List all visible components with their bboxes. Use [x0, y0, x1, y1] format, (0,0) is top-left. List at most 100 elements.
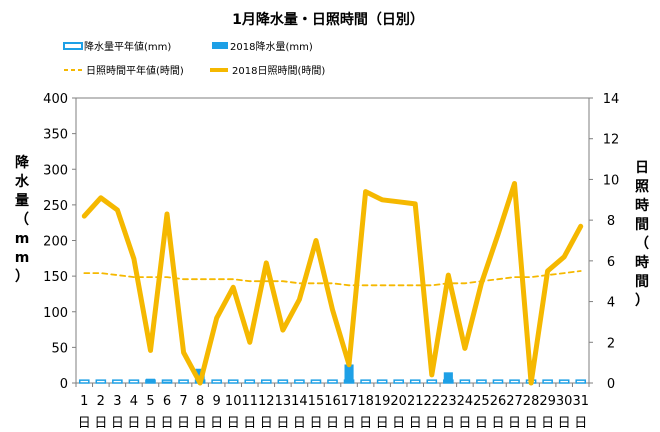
bar-rain-normal [244, 379, 256, 384]
y-right-tick-label: 14 [603, 92, 620, 107]
x-tick-label: 22 [424, 394, 441, 409]
y-left-tick-label: 50 [51, 341, 68, 356]
x-tick-label: 13 [275, 394, 292, 409]
legend-item-sun-2018: 2018日照時間(時間) [210, 65, 325, 77]
y-axis-right-title-char: 日 [635, 160, 649, 176]
y-axis-right-title-char: 時 [635, 254, 649, 271]
y-left-tick-label: 150 [43, 270, 68, 285]
y-right-tick-label: 8 [607, 214, 615, 229]
x-tick-suffix: 日 [442, 416, 455, 431]
x-tick-suffix: 日 [409, 416, 422, 431]
bar-rain-normal [376, 379, 388, 384]
x-tick-label: 26 [490, 394, 507, 409]
bar-rain-normal [575, 379, 587, 384]
bar-rain-normal [294, 379, 305, 384]
y-axis-left-title-char: 量 [15, 193, 29, 209]
x-tick-label: 1 [80, 394, 88, 409]
x-tick-suffix: 日 [144, 416, 157, 431]
bar-rain-normal [509, 379, 520, 384]
bar-rain-normal [558, 379, 570, 384]
y-left-tick-label: 200 [43, 235, 68, 250]
y-axis-left-title-char: 水 [15, 173, 30, 190]
y-right-tick-label: 2 [607, 336, 615, 351]
bar-rain-2018 [443, 372, 453, 383]
legend-label-sun-2018: 2018日照時間(時間) [232, 65, 325, 77]
x-tick-suffix: 日 [525, 416, 538, 431]
x-tick-label: 12 [258, 394, 275, 409]
x-tick-suffix: 日 [276, 416, 289, 431]
x-tick-label: 25 [473, 394, 490, 409]
x-tick-suffix: 日 [127, 416, 140, 431]
x-tick-label: 2 [97, 394, 105, 409]
x-tick-suffix: 日 [111, 416, 124, 431]
x-tick-suffix: 日 [243, 416, 256, 431]
legend-item-rain-2018: 2018降水量(mm) [212, 40, 313, 53]
x-tick-suffix: 日 [309, 416, 322, 431]
bar-rain-normal [310, 379, 322, 384]
y-left-tick-label: 350 [43, 128, 68, 143]
x-tick-label: 4 [130, 394, 138, 409]
x-tick-suffix: 日 [94, 416, 107, 431]
bar-rain-normal [112, 379, 123, 384]
x-tick-suffix: 日 [161, 416, 174, 431]
legend: 降水量平年値(mm) 2018降水量(mm) 日照時間平年値(時間) 2018日… [63, 40, 325, 77]
x-tick-suffix: 日 [227, 416, 240, 431]
x-tick-label: 31 [572, 394, 589, 409]
bar-rain-normal [426, 379, 438, 384]
y-right-tick-label: 12 [603, 133, 620, 148]
x-tick-suffix: 日 [508, 416, 521, 431]
x-tick-label: 15 [308, 394, 325, 409]
x-tick-suffix: 日 [343, 416, 356, 431]
bar-rain-normal [178, 379, 189, 384]
x-tick-label: 9 [213, 394, 221, 409]
bar-rain-normal [492, 379, 504, 384]
legend-swatch-rain-normal [63, 42, 83, 50]
x-tick-suffix: 日 [359, 416, 372, 431]
y-axis-left-title-char: m [15, 250, 30, 266]
x-tick-suffix: 日 [293, 416, 306, 431]
y-axis-right: 0 2 4 6 8 10 12 14 [589, 92, 619, 392]
x-tick-label: 14 [291, 394, 308, 409]
bar-rain-normal [393, 379, 404, 384]
bar-rain-2018 [145, 378, 156, 383]
x-tick-suffix: 日 [194, 416, 207, 431]
y-left-tick-label: 250 [43, 199, 68, 214]
bar-rain-normal [227, 379, 239, 384]
x-tick-suffix: 日 [541, 416, 554, 431]
bar-rain-normal [459, 379, 471, 384]
x-tick-label: 30 [556, 394, 573, 409]
x-tick-label: 24 [457, 394, 474, 409]
x-tick-suffix: 日 [475, 416, 488, 431]
y-axis-right-title-char: 間 [635, 217, 649, 233]
legend-label-rain-2018: 2018降水量(mm) [230, 40, 313, 53]
bar-rain-normal [211, 379, 222, 384]
y-axis-left-title-char: （ [15, 212, 29, 228]
x-tick-suffix: 日 [326, 416, 339, 431]
legend-swatch-rain-2018 [212, 42, 228, 49]
bar-rain-normal [476, 379, 487, 384]
bar-rain-normal [78, 379, 90, 384]
y-axis-right-title-char: ） [635, 293, 649, 309]
chart-title: 1月降水量・日照時間（日別） [232, 11, 424, 28]
x-tick-label: 18 [357, 394, 374, 409]
line-sun-normal [83, 270, 582, 287]
y-left-tick-label: 100 [43, 306, 68, 321]
x-tick-suffix: 日 [78, 416, 91, 431]
y-axis-left-title: 降水量 （ mm ） [15, 154, 30, 285]
bar-rain-normal [327, 379, 338, 384]
x-tick-label: 21 [407, 394, 424, 409]
x-tick-suffix: 日 [376, 416, 389, 431]
bar-rain-normal [95, 379, 107, 384]
x-tick-suffix: 日 [558, 416, 571, 431]
x-tick-suffix: 日 [392, 416, 405, 431]
bar-rain-normal [277, 379, 289, 384]
bar-rain-normal [261, 379, 272, 384]
bar-rain-normal [128, 379, 140, 384]
series-sun-normal [83, 270, 582, 287]
x-tick-label: 11 [241, 394, 258, 409]
series-sun-2018 [81, 181, 584, 386]
series-rain-normal [78, 379, 587, 384]
legend-item-rain-normal: 降水量平年値(mm) [63, 40, 171, 53]
x-tick-suffix: 日 [260, 416, 273, 431]
x-tick-suffix: 日 [574, 416, 587, 431]
